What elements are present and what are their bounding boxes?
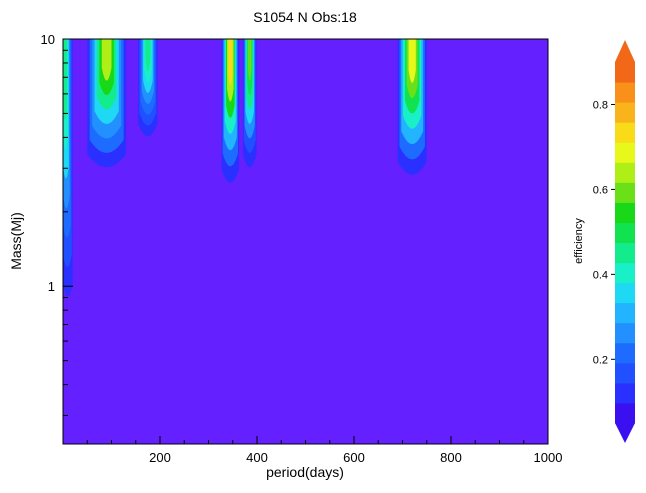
colorbar-tick-label: 0.4	[593, 269, 608, 281]
x-tick-label: 1000	[534, 450, 563, 465]
colorbar-segment	[615, 222, 635, 243]
colorbar-bottom-arrow	[615, 423, 635, 443]
y-axis-label: Mass(Mj)	[8, 212, 24, 270]
colorbar-segment	[615, 102, 635, 123]
colorbar-segment	[615, 362, 635, 384]
contour-f1-l6	[101, 39, 112, 81]
colorbar-segment	[615, 322, 635, 344]
chart-title: S1054 N Obs:18	[253, 9, 357, 25]
colorbar-segment	[615, 82, 635, 103]
colorbar: 0.2 0.4 0.6 0.8	[593, 40, 635, 443]
colorbar-segment	[615, 282, 635, 304]
y-tick-label: 1	[48, 279, 55, 294]
colorbar-tick-label: 0.6	[593, 184, 608, 196]
colorbar-segment	[615, 162, 635, 183]
plot-background	[63, 39, 548, 444]
x-tick-label: 200	[149, 450, 171, 465]
y-tick-label: 10	[41, 32, 55, 47]
colorbar-segment	[615, 382, 635, 404]
contour-f2-l6	[145, 39, 151, 72]
colorbar-segment	[615, 122, 635, 143]
colorbar-segment	[615, 182, 635, 203]
y-axis: 1 10	[41, 32, 73, 416]
colorbar-segment	[615, 402, 635, 424]
x-tick-label: 400	[246, 450, 268, 465]
x-tick-label: 600	[343, 450, 365, 465]
contour-f4-l6	[248, 39, 252, 81]
colorbar-label: efficiency	[573, 218, 585, 264]
efficiency-contours	[63, 39, 427, 297]
colorbar-segment	[615, 142, 635, 163]
colorbar-top-arrow	[615, 40, 635, 62]
colorbar-segment	[615, 242, 635, 264]
contour-f5-l6	[408, 39, 416, 83]
contour-f3-l6	[228, 39, 233, 86]
colorbar-tick-label: 0.8	[593, 99, 608, 111]
x-tick-label: 800	[440, 450, 462, 465]
colorbar-segment	[615, 62, 635, 83]
colorbar-segment	[615, 202, 635, 223]
contour-f0-l6	[63, 39, 67, 120]
colorbar-segment	[615, 262, 635, 284]
colorbar-tick-label: 0.2	[593, 354, 608, 366]
colorbar-segment	[615, 302, 635, 324]
x-axis-label: period(days)	[266, 464, 344, 480]
x-axis: 200 400 600 800 1000	[86, 436, 563, 465]
plot-area	[63, 39, 548, 444]
colorbar-segment	[615, 342, 635, 364]
